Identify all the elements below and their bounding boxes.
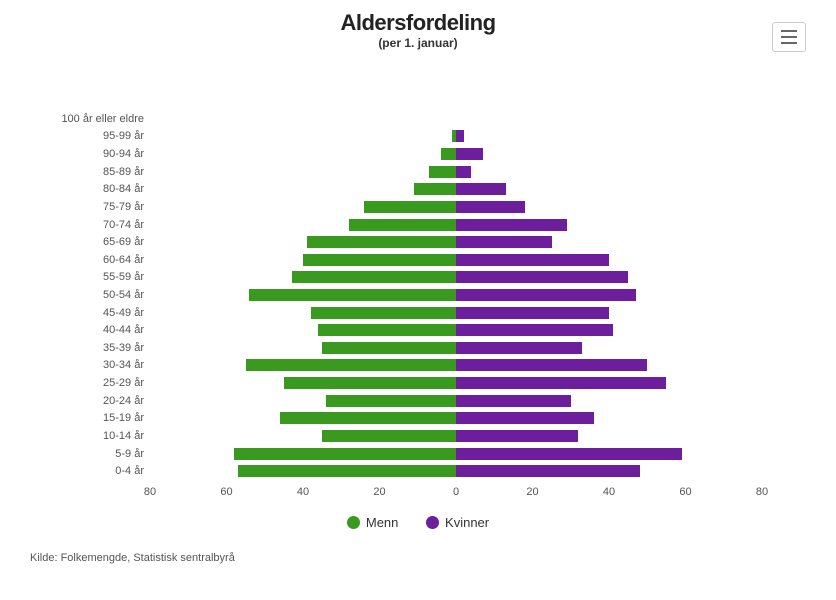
bar-kvinner[interactable] <box>456 324 613 336</box>
y-axis-label: 5-9 år <box>14 448 144 460</box>
bar-kvinner[interactable] <box>456 271 628 283</box>
chart-plot-area <box>150 110 762 480</box>
legend-label-menn: Menn <box>366 515 399 530</box>
y-axis-label: 90-94 år <box>14 148 144 160</box>
bar-menn[interactable] <box>322 342 456 354</box>
source-text: Kilde: Folkemengde, Statistisk sentralby… <box>30 552 235 564</box>
y-axis-label: 45-49 år <box>14 307 144 319</box>
bar-kvinner[interactable] <box>456 307 609 319</box>
bar-menn[interactable] <box>280 412 456 424</box>
bar-menn[interactable] <box>238 465 456 477</box>
bar-menn[interactable] <box>349 219 456 231</box>
legend-item-kvinner[interactable]: Kvinner <box>426 515 489 530</box>
bar-kvinner[interactable] <box>456 448 682 460</box>
x-axis-tick: 80 <box>135 486 165 498</box>
bar-menn[interactable] <box>303 254 456 266</box>
y-axis-label: 15-19 år <box>14 412 144 424</box>
bar-kvinner[interactable] <box>456 219 567 231</box>
x-axis-tick: 20 <box>365 486 395 498</box>
bar-menn[interactable] <box>249 289 456 301</box>
bar-menn[interactable] <box>246 359 456 371</box>
y-axis-label: 0-4 år <box>14 465 144 477</box>
bar-menn[interactable] <box>441 148 456 160</box>
bar-menn[interactable] <box>318 324 456 336</box>
x-axis-tick: 0 <box>441 486 471 498</box>
bar-menn[interactable] <box>364 201 456 213</box>
y-axis-label: 95-99 år <box>14 130 144 142</box>
x-axis-tick: 60 <box>671 486 701 498</box>
bar-menn[interactable] <box>284 377 456 389</box>
bar-kvinner[interactable] <box>456 395 571 407</box>
bar-kvinner[interactable] <box>456 342 582 354</box>
bar-kvinner[interactable] <box>456 465 640 477</box>
y-axis-label: 40-44 år <box>14 324 144 336</box>
bar-kvinner[interactable] <box>456 377 666 389</box>
bar-kvinner[interactable] <box>456 254 609 266</box>
y-axis-label: 85-89 år <box>14 166 144 178</box>
chart-menu-button[interactable] <box>772 22 806 52</box>
y-axis-label: 80-84 år <box>14 183 144 195</box>
bar-menn[interactable] <box>326 395 456 407</box>
chart-legend: Menn Kvinner <box>0 515 836 532</box>
chart-subtitle: (per 1. januar) <box>0 36 836 50</box>
bar-menn[interactable] <box>292 271 456 283</box>
x-axis-tick: 80 <box>747 486 777 498</box>
bar-kvinner[interactable] <box>456 166 471 178</box>
x-axis-tick: 20 <box>518 486 548 498</box>
bar-menn[interactable] <box>429 166 456 178</box>
bar-kvinner[interactable] <box>456 236 552 248</box>
y-axis-label: 60-64 år <box>14 254 144 266</box>
legend-dot-menn <box>347 516 360 529</box>
y-axis-label: 10-14 år <box>14 430 144 442</box>
bar-kvinner[interactable] <box>456 130 464 142</box>
bar-kvinner[interactable] <box>456 183 506 195</box>
y-axis-label: 70-74 år <box>14 219 144 231</box>
legend-item-menn[interactable]: Menn <box>347 515 399 530</box>
bar-kvinner[interactable] <box>456 289 636 301</box>
chart-title: Aldersfordeling <box>0 10 836 36</box>
bar-kvinner[interactable] <box>456 201 525 213</box>
bar-menn[interactable] <box>234 448 456 460</box>
bar-menn[interactable] <box>414 183 456 195</box>
bar-kvinner[interactable] <box>456 359 647 371</box>
x-axis-tick: 60 <box>212 486 242 498</box>
y-axis-label: 100 år eller eldre <box>14 113 144 125</box>
legend-label-kvinner: Kvinner <box>445 515 489 530</box>
y-axis-label: 65-69 år <box>14 236 144 248</box>
y-axis-label: 50-54 år <box>14 289 144 301</box>
y-axis-label: 25-29 år <box>14 377 144 389</box>
bar-kvinner[interactable] <box>456 412 594 424</box>
y-axis-label: 75-79 år <box>14 201 144 213</box>
y-axis-label: 30-34 år <box>14 359 144 371</box>
y-axis-label: 35-39 år <box>14 342 144 354</box>
bar-menn[interactable] <box>307 236 456 248</box>
bar-menn[interactable] <box>322 430 456 442</box>
y-axis-label: 55-59 år <box>14 271 144 283</box>
x-axis-tick: 40 <box>594 486 624 498</box>
x-axis-tick: 40 <box>288 486 318 498</box>
bar-menn[interactable] <box>311 307 456 319</box>
menu-icon <box>781 30 797 32</box>
legend-dot-kvinner <box>426 516 439 529</box>
bar-kvinner[interactable] <box>456 148 483 160</box>
bar-kvinner[interactable] <box>456 430 578 442</box>
y-axis-label: 20-24 år <box>14 395 144 407</box>
